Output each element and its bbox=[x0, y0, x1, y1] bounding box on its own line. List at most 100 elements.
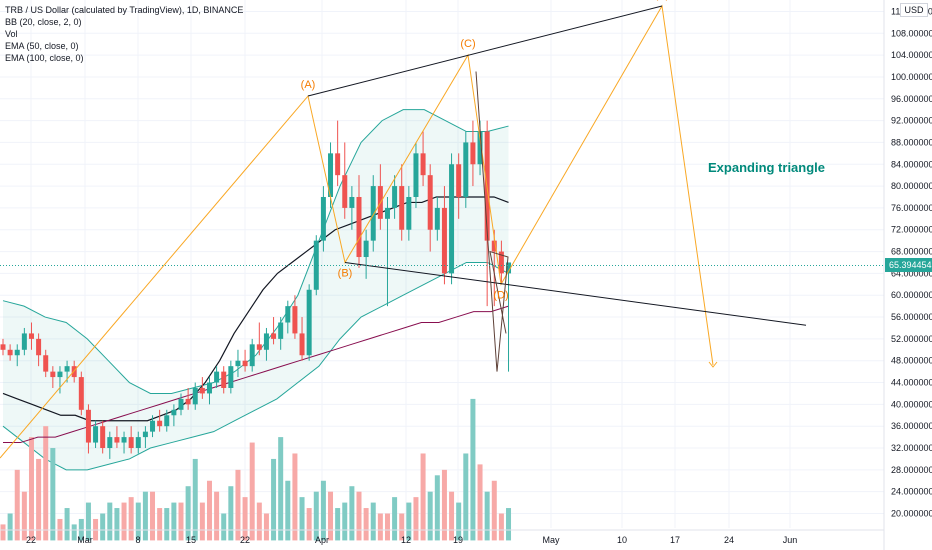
y-tick-label: 40.000000 bbox=[891, 399, 932, 409]
indicator-ema100[interactable]: EMA (100, close, 0) bbox=[5, 53, 84, 63]
volume-bar bbox=[328, 491, 334, 541]
y-tick-label: 36.000000 bbox=[891, 421, 932, 431]
y-tick-label: 108.000000 bbox=[891, 28, 932, 38]
volume-bar bbox=[114, 508, 120, 541]
volume-bar bbox=[150, 491, 156, 541]
volume-bar bbox=[498, 513, 504, 541]
volume-bar bbox=[7, 513, 13, 541]
wave-label: (C) bbox=[460, 38, 475, 50]
candle-body bbox=[328, 153, 334, 197]
candle-body bbox=[206, 382, 212, 394]
volume-bar bbox=[335, 508, 341, 541]
x-tick-label: 19 bbox=[453, 535, 463, 545]
candle-body bbox=[28, 333, 34, 339]
candle-body bbox=[306, 289, 312, 356]
volume-bar bbox=[256, 502, 262, 541]
bb-lower-line bbox=[2, 261, 509, 471]
candle-body bbox=[85, 409, 91, 443]
x-tick-label: 8 bbox=[135, 535, 140, 545]
candle-body bbox=[285, 306, 291, 323]
y-tick-label: 72.000000 bbox=[891, 225, 932, 235]
volume-bar bbox=[441, 469, 447, 541]
candle-body bbox=[128, 437, 134, 449]
candle-body bbox=[249, 344, 255, 367]
candle-body bbox=[185, 398, 191, 405]
currency-badge[interactable]: USD bbox=[900, 3, 928, 17]
candle-body bbox=[477, 131, 483, 165]
volume-bar bbox=[292, 453, 298, 541]
y-tick-label: 52.000000 bbox=[891, 334, 932, 344]
candle-body bbox=[342, 175, 348, 208]
candle-body bbox=[107, 437, 113, 449]
candle-body bbox=[449, 164, 455, 274]
candle-body bbox=[292, 306, 298, 334]
candle-body bbox=[157, 420, 163, 427]
upper-trendline bbox=[307, 5, 663, 97]
volume-bar bbox=[85, 502, 91, 541]
candle-body bbox=[420, 153, 426, 176]
candle-body bbox=[313, 240, 319, 290]
volume-bar bbox=[128, 497, 134, 541]
candle-body bbox=[463, 142, 469, 197]
volume-bar bbox=[278, 437, 284, 541]
x-tick-label: 10 bbox=[617, 535, 627, 545]
last-price-tag bbox=[885, 258, 932, 272]
indicator-vol[interactable]: Vol bbox=[5, 29, 18, 39]
volume-bar bbox=[21, 491, 27, 541]
wave-label: (D) bbox=[493, 289, 508, 301]
volume-bar bbox=[370, 502, 376, 541]
y-tick-label: 20.000000 bbox=[891, 509, 932, 519]
y-tick-label: 88.000000 bbox=[891, 137, 932, 147]
candle-body bbox=[406, 196, 412, 230]
volume-bar bbox=[157, 508, 163, 541]
bb-upper-line bbox=[2, 109, 509, 394]
pattern-annotation: Expanding triangle bbox=[708, 160, 825, 175]
y-tick-label: 56.000000 bbox=[891, 312, 932, 322]
candle-body bbox=[271, 333, 277, 339]
y-tick-label: 84.000000 bbox=[891, 159, 932, 169]
indicator-bb[interactable]: BB (20, close, 2, 0) bbox=[5, 17, 82, 27]
candle-body bbox=[299, 333, 305, 356]
x-tick-label: Mar bbox=[77, 535, 93, 545]
volume-bar bbox=[420, 453, 426, 541]
indicator-ema50[interactable]: EMA (50, close, 0) bbox=[5, 41, 79, 51]
lower-trendline bbox=[344, 261, 807, 326]
candle-body bbox=[399, 186, 405, 230]
candle-body bbox=[142, 431, 148, 438]
volume-bar bbox=[0, 524, 6, 541]
candle-body bbox=[192, 387, 198, 405]
candle-body bbox=[384, 207, 390, 219]
y-tick-label: 24.000000 bbox=[891, 487, 932, 497]
candle-body bbox=[93, 426, 99, 443]
x-tick-label: 17 bbox=[670, 535, 680, 545]
candle-body bbox=[242, 360, 248, 367]
candle-body bbox=[392, 186, 398, 208]
symbol-title[interactable]: TRB / US Dollar (calculated by TradingVi… bbox=[5, 5, 244, 15]
candle-body bbox=[78, 377, 84, 410]
volume-bar bbox=[406, 502, 412, 541]
volume-bar bbox=[164, 508, 170, 541]
volume-bar bbox=[456, 502, 462, 541]
candle-body bbox=[64, 366, 70, 372]
candle-body bbox=[7, 349, 13, 356]
wave-arrow-head bbox=[708, 361, 718, 368]
candle-body bbox=[14, 349, 20, 356]
candle-body bbox=[171, 409, 177, 416]
volume-bar bbox=[178, 502, 184, 541]
volume-bar bbox=[299, 497, 305, 541]
candle-body bbox=[456, 164, 462, 197]
y-tick-label: 64.000000 bbox=[891, 268, 932, 278]
volume-bar bbox=[470, 398, 476, 541]
candle-body bbox=[413, 153, 419, 197]
candle-body bbox=[491, 240, 497, 252]
volume-bar bbox=[221, 513, 227, 541]
candle-body bbox=[114, 437, 120, 443]
x-tick-label: Apr bbox=[315, 535, 329, 545]
candle-body bbox=[498, 251, 504, 274]
y-tick-label: 76.000000 bbox=[891, 203, 932, 213]
candle-body bbox=[43, 355, 49, 372]
volume-bar bbox=[306, 508, 312, 541]
candle-body bbox=[335, 153, 341, 176]
candle-body bbox=[21, 333, 27, 350]
